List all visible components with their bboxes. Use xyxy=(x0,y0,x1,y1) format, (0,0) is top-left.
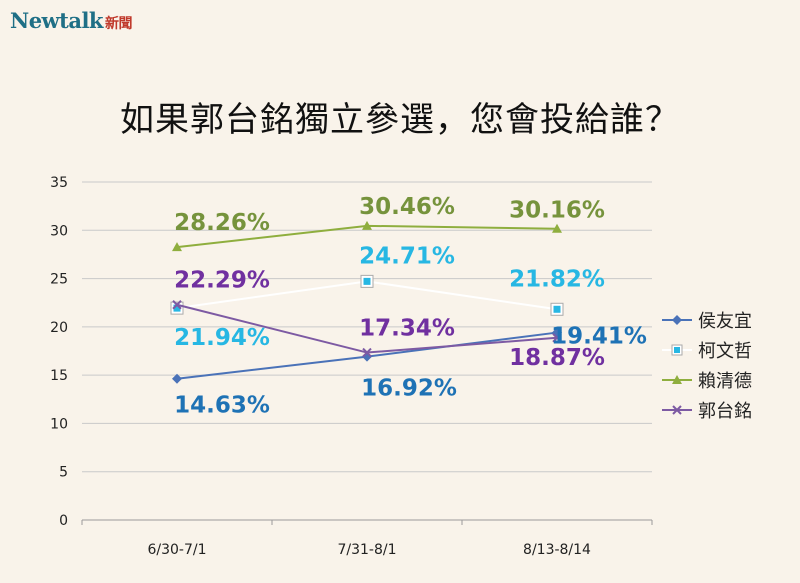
legend-label: 郭台銘 xyxy=(698,401,752,422)
y-tick-label: 30 xyxy=(50,223,68,239)
newtalk-logo: Newtalk 新聞 xyxy=(10,8,132,33)
data-point xyxy=(172,300,182,310)
y-tick-label: 35 xyxy=(50,175,68,191)
data-label: 30.16% xyxy=(509,198,605,224)
data-label: 24.71% xyxy=(359,243,455,269)
data-point xyxy=(172,242,182,252)
data-label: 21.94% xyxy=(174,325,270,351)
legend-marker xyxy=(672,315,682,325)
x-tick-label: 8/13-8/14 xyxy=(523,542,591,558)
data-point xyxy=(173,304,181,312)
data-label: 17.34% xyxy=(359,316,455,342)
legend-marker xyxy=(674,347,680,353)
data-label: 21.82% xyxy=(509,266,605,292)
y-tick-label: 5 xyxy=(59,465,68,481)
legend-marker xyxy=(672,405,682,415)
data-label: 22.29% xyxy=(174,268,270,294)
y-tick-label: 10 xyxy=(50,416,68,432)
legend-label: 柯文哲 xyxy=(698,341,752,362)
y-tick-label: 20 xyxy=(50,320,68,336)
data-label: 30.46% xyxy=(359,194,455,220)
data-label: 19.41% xyxy=(551,324,647,350)
x-tick-label: 7/31-8/1 xyxy=(337,542,396,558)
data-point xyxy=(362,220,372,230)
y-tick-label: 25 xyxy=(50,272,68,288)
data-point xyxy=(552,223,562,233)
data-label: 14.63% xyxy=(174,393,270,419)
data-point-stroke xyxy=(172,300,182,310)
data-point xyxy=(362,347,372,358)
legend-marker-stroke xyxy=(672,405,682,415)
legend-label: 賴清德 xyxy=(698,371,752,392)
y-tick-label: 15 xyxy=(50,368,68,384)
brand-suffix: 新聞 xyxy=(104,16,133,32)
data-label: 28.26% xyxy=(174,210,270,236)
data-label: 18.87% xyxy=(509,345,605,371)
data-point xyxy=(553,305,561,313)
data-point xyxy=(363,277,371,285)
chart-title: 如果郭台銘獨立參選，您會投給誰？ xyxy=(120,100,680,140)
data-point-stroke xyxy=(552,333,562,343)
x-tick-label: 6/30-7/1 xyxy=(147,542,206,558)
data-point xyxy=(552,333,562,343)
legend-label: 侯友宜 xyxy=(698,311,752,332)
y-tick-label: 0 xyxy=(59,513,68,529)
brand-name: Newtalk xyxy=(10,8,103,33)
data-point-stroke xyxy=(362,347,372,358)
data-point xyxy=(172,373,182,384)
legend-marker xyxy=(672,375,682,384)
data-label: 16.92% xyxy=(361,376,457,402)
